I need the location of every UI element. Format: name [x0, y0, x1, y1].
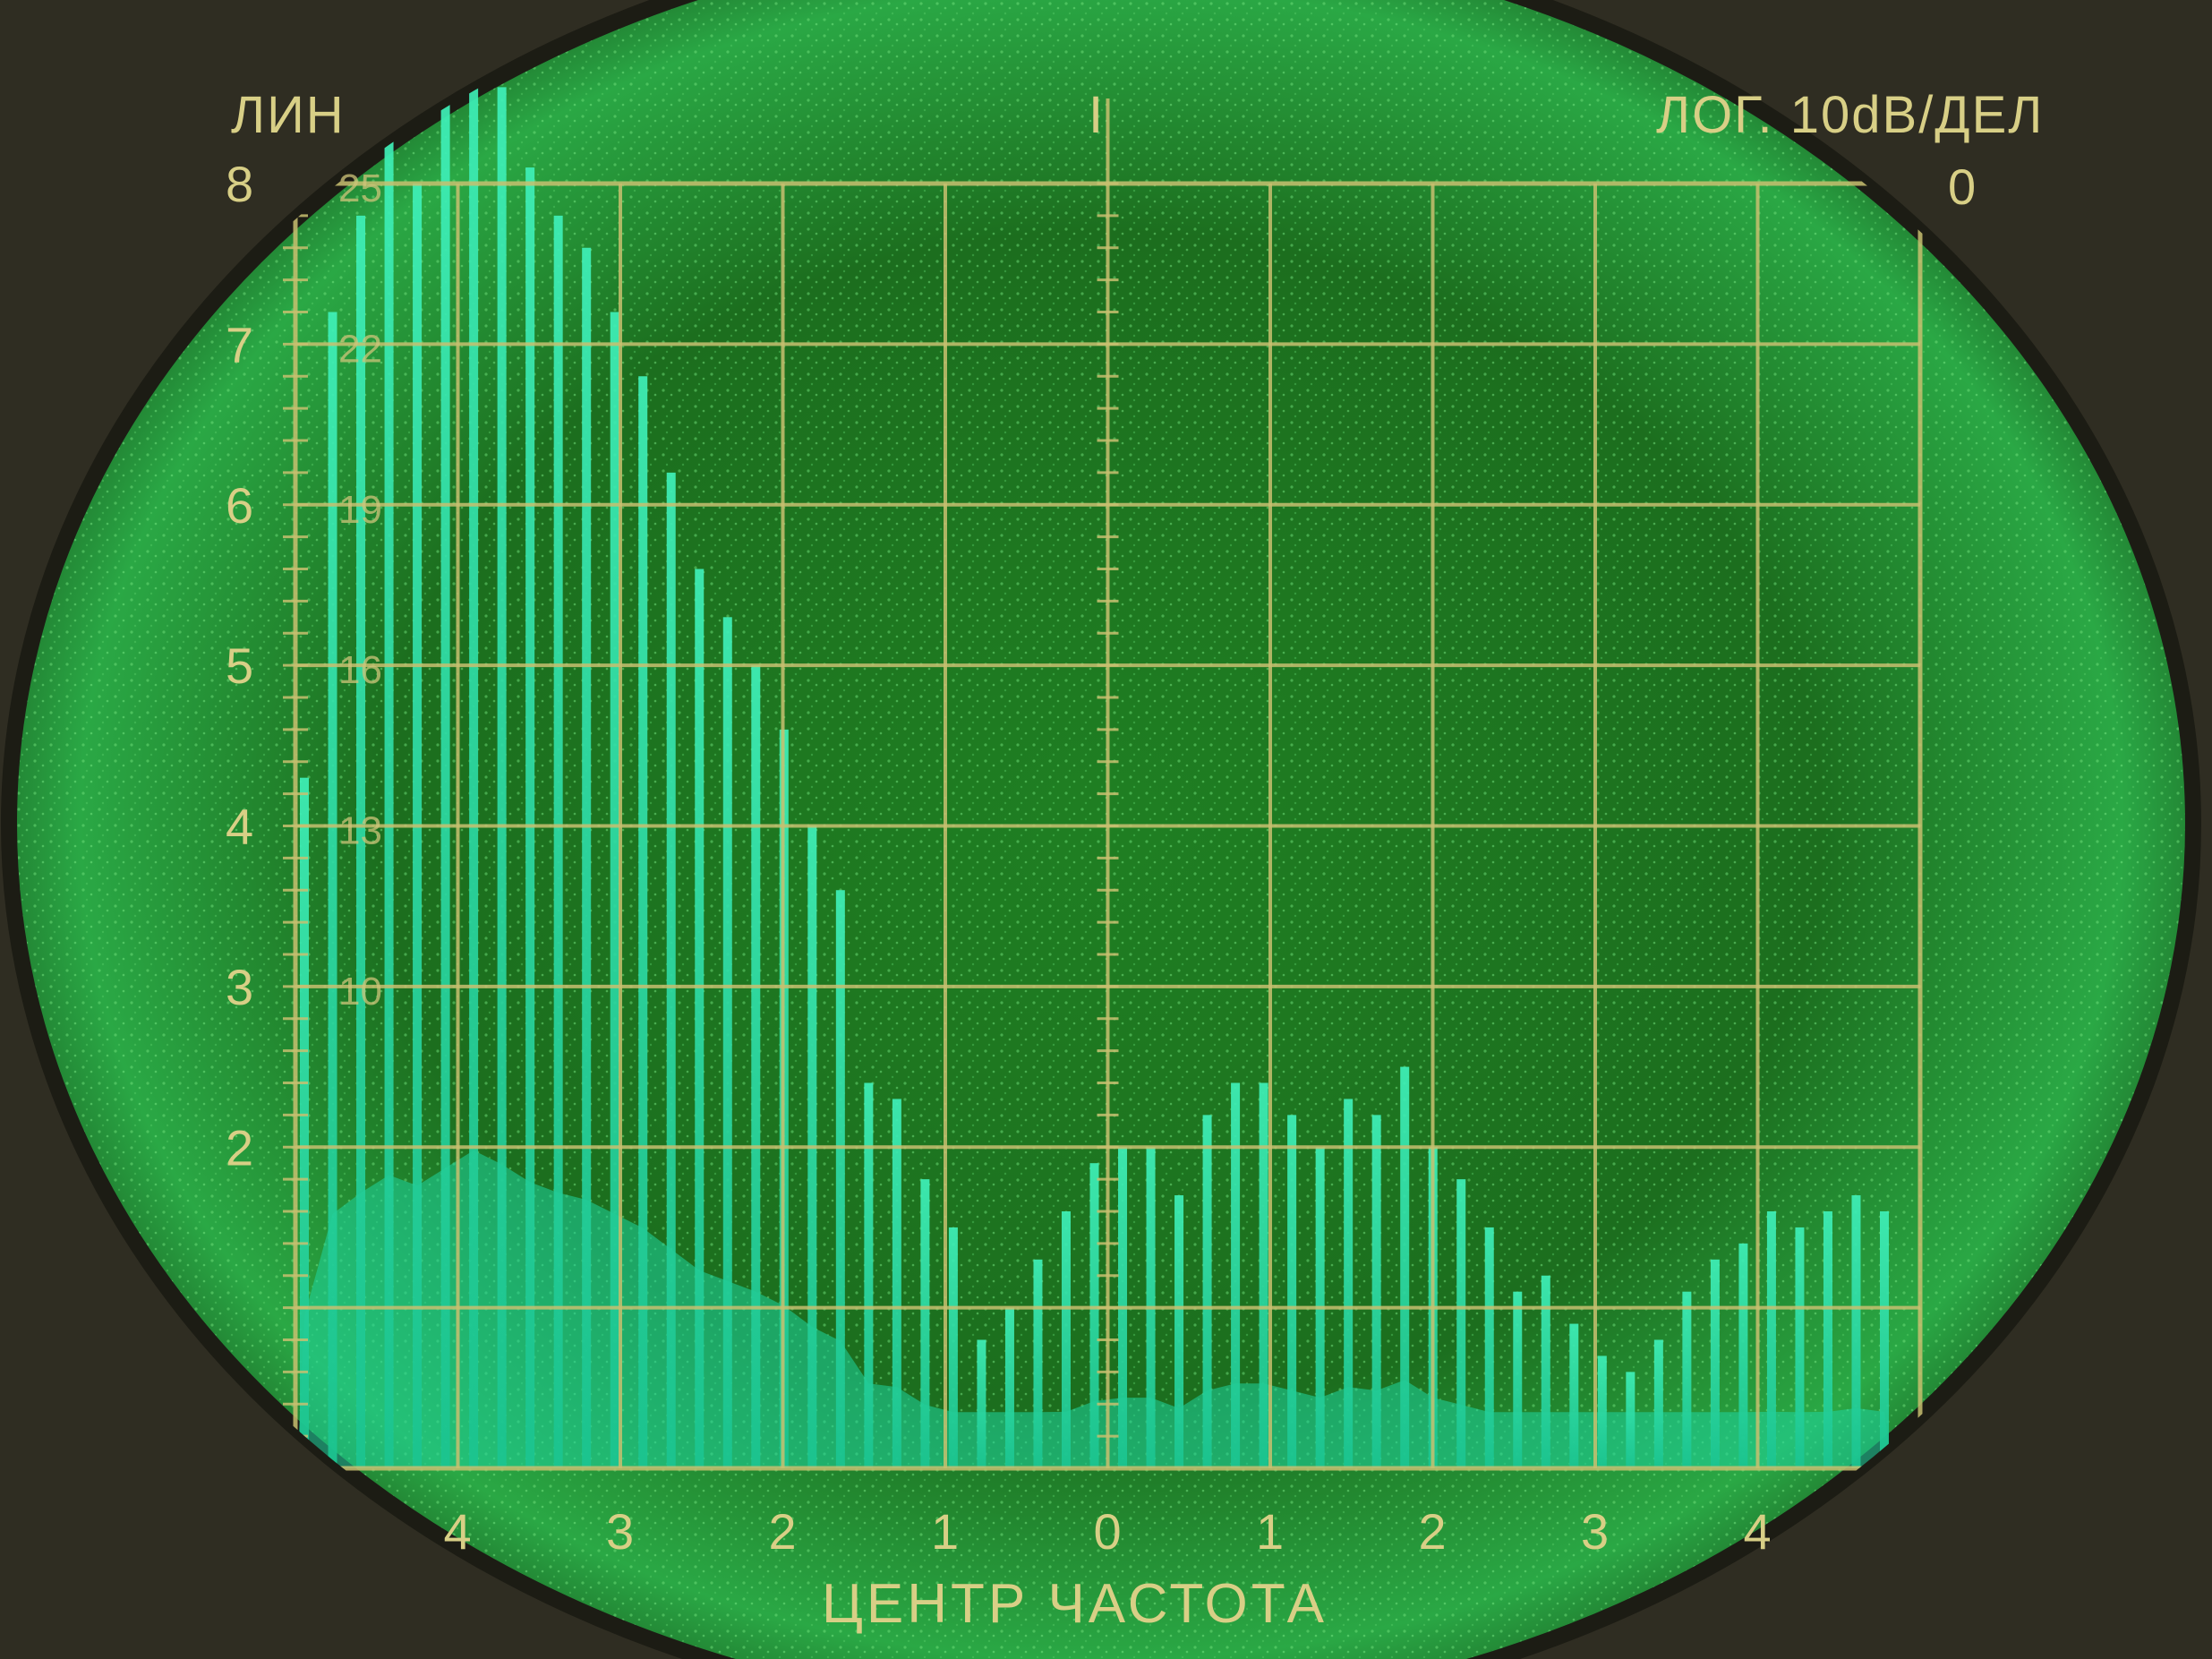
x-tick-label: 2 [769, 1503, 797, 1560]
spectral-line [1344, 1099, 1353, 1468]
spectral-line [1231, 1083, 1240, 1469]
y-sub-tick-label: 22 [338, 327, 382, 371]
x-tick-label: 1 [1256, 1503, 1284, 1560]
spectral-line [1767, 1211, 1776, 1468]
log-scale-label: ЛОГ. 10dB/ДЕЛ [1656, 86, 2044, 144]
spectral-line [892, 1099, 901, 1468]
spectral-line [836, 890, 845, 1468]
spectral-line [1485, 1227, 1494, 1468]
spectral-line [1260, 1083, 1268, 1469]
spectral-line [723, 617, 732, 1468]
spectral-line [582, 248, 591, 1468]
spectral-line [1033, 1260, 1042, 1468]
spectral-line [611, 312, 619, 1469]
spectral-line [1542, 1276, 1550, 1468]
y-tick-label: 4 [226, 799, 253, 855]
spectral-line [1400, 1067, 1409, 1468]
spectral-line [1626, 1372, 1635, 1468]
spectral-line [1598, 1355, 1607, 1468]
spectral-line [1654, 1340, 1663, 1469]
spectral-line [638, 376, 647, 1468]
spectral-line [329, 312, 337, 1469]
y-sub-tick-label: 25 [338, 167, 382, 210]
spectral-line [300, 778, 309, 1468]
spectral-line [1062, 1211, 1071, 1468]
spectral-line [1005, 1308, 1014, 1468]
spectral-line [1372, 1115, 1381, 1468]
spectral-line [920, 1179, 929, 1468]
spectral-line [385, 135, 394, 1468]
y-tick-label: 7 [226, 316, 253, 372]
log-zero-label: 0 [1948, 158, 1976, 215]
spectral-line [695, 569, 704, 1469]
spectral-line [1711, 1260, 1720, 1468]
spectral-line [1823, 1211, 1832, 1468]
x-tick-label: 3 [1581, 1503, 1609, 1560]
spectral-line [751, 665, 760, 1468]
spectral-line [1738, 1244, 1747, 1468]
spectral-line [1174, 1195, 1183, 1468]
spectral-line [1203, 1115, 1212, 1468]
spectral-line [554, 216, 563, 1468]
center-frequency-label: ЦЕНТР ЧАСТОТА [822, 1573, 1328, 1635]
spectral-line [1569, 1324, 1578, 1468]
y-sub-tick-label: 10 [338, 970, 382, 1013]
y-sub-tick-label: 19 [338, 488, 382, 532]
y-tick-label: 6 [226, 477, 253, 534]
y-tick-label: 3 [226, 959, 253, 1015]
spectral-line [1090, 1163, 1099, 1468]
y-sub-tick-label: 13 [338, 809, 382, 853]
y-tick-label: 8 [226, 156, 253, 212]
x-tick-label: 1 [931, 1503, 959, 1560]
spectral-line [1682, 1292, 1691, 1468]
x-tick-label: 4 [1744, 1503, 1772, 1560]
spectral-line [1880, 1211, 1889, 1468]
x-tick-label: 4 [444, 1503, 472, 1560]
spectral-line [525, 167, 534, 1468]
spectral-line [667, 473, 676, 1468]
spectral-line [864, 1083, 873, 1469]
spectral-line [1456, 1179, 1465, 1468]
x-tick-label: 2 [1419, 1503, 1447, 1560]
spectral-line [949, 1227, 958, 1468]
lin-scale-label: ЛИН [231, 86, 346, 144]
spectral-line [1513, 1292, 1522, 1468]
spectral-line [1851, 1195, 1860, 1468]
spectral-line [469, 23, 478, 1468]
y-tick-label: 5 [226, 637, 253, 694]
spectral-line [1795, 1227, 1804, 1468]
y-sub-tick-label: 16 [338, 648, 382, 692]
spectral-line [1287, 1115, 1296, 1468]
x-tick-label: 3 [606, 1503, 634, 1560]
center-marker: I [1089, 86, 1105, 144]
spectral-line [977, 1340, 986, 1469]
x-tick-label: 0 [1094, 1503, 1122, 1560]
y-tick-label: 2 [226, 1119, 253, 1176]
spectral-line [441, 103, 450, 1468]
spectral-line [498, 87, 507, 1468]
